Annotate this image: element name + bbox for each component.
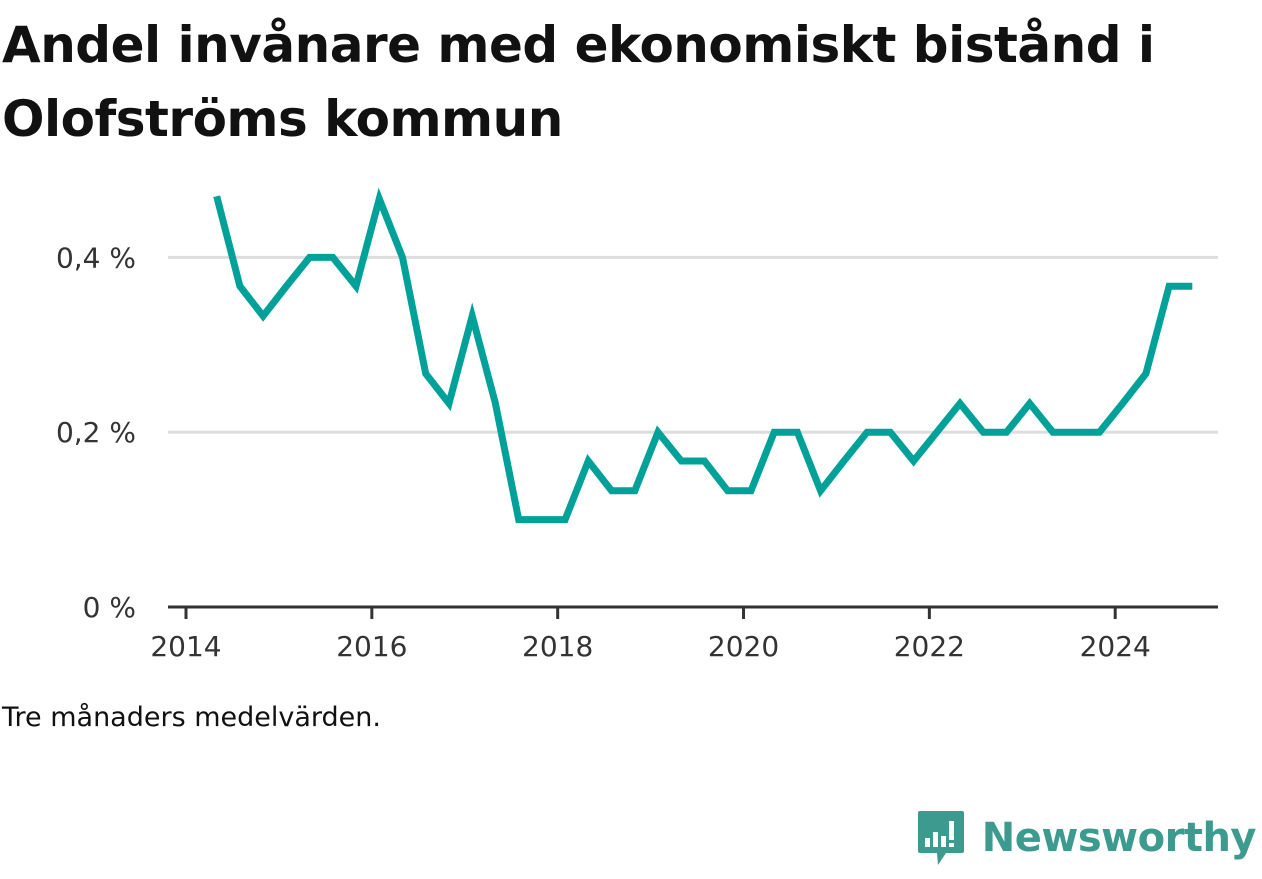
x-tick-label: 2018 [522,630,593,663]
line-chart: 0 % 0,2 % 0,4 % 2014 2016 2018 2020 2022 2024 [56,187,1218,663]
chart-title: Andel invånare med ekonomiskt bistånd i … [2,16,1155,148]
x-tick-label: 2016 [336,630,407,663]
brand-logo: Newsworthy [916,807,1257,869]
data-series [213,187,1193,524]
x-tick-label: 2022 [894,630,965,663]
y-tick-label: 0,2 % [56,416,136,449]
x-tick-label: 2020 [708,630,779,663]
x-tick-label: 2024 [1080,630,1151,663]
chart-note: Tre månaders medelvärden. [2,702,381,733]
tick-labels: 0 % 0,2 % 0,4 % 2014 2016 2018 2020 2022 2024 [56,241,1151,663]
brand-name: Newsworthy [981,815,1257,861]
axes [168,605,1218,619]
x-tick-label: 2014 [150,630,221,663]
y-tick-label: 0,4 % [56,241,136,274]
y-tick-label: 0 % [83,591,136,624]
grid-lines [168,255,1218,434]
series-line [213,187,1193,524]
newsworthy-logo-icon [917,811,964,865]
